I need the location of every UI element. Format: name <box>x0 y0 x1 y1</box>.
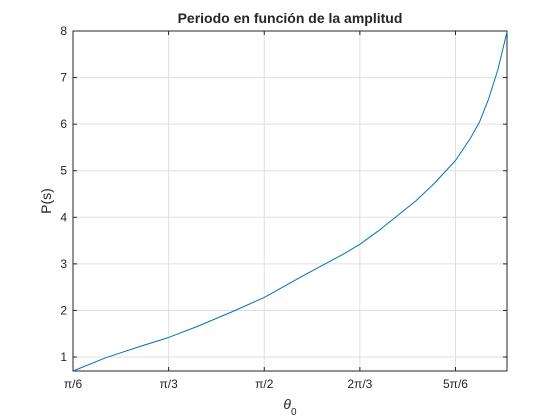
x-tick-label: π/6 <box>64 377 83 391</box>
y-tick-label: 2 <box>60 303 67 317</box>
y-tick-label: 5 <box>60 164 67 178</box>
grid-lines <box>72 30 507 371</box>
series-lines <box>72 31 508 372</box>
x-axis-label-symbol: θ <box>283 396 291 412</box>
plot-area <box>72 30 508 372</box>
chart-title: Periodo en función de la amplitud <box>178 10 403 26</box>
y-tick-label: 3 <box>60 257 67 271</box>
y-axis-label: P(s) <box>38 188 54 214</box>
y-tick-label: 8 <box>60 24 67 38</box>
series-line <box>72 31 508 372</box>
axis-ticks: π/6 π/3 π/2 2π/3 5π/6 1 2 3 4 5 6 7 8 <box>60 24 507 391</box>
y-tick-label: 4 <box>60 210 67 224</box>
x-tick-label: 5π/6 <box>443 377 468 391</box>
x-tick-label: 2π/3 <box>347 377 372 391</box>
x-axis-label-subscript: 0 <box>291 407 297 418</box>
x-axis-label: θ0 <box>283 396 297 418</box>
y-tick-label: 1 <box>60 350 67 364</box>
y-tick-label: 6 <box>60 117 67 131</box>
x-tick-label: π/2 <box>255 377 274 391</box>
y-tick-label: 7 <box>60 71 67 85</box>
x-tick-label: π/3 <box>159 377 178 391</box>
